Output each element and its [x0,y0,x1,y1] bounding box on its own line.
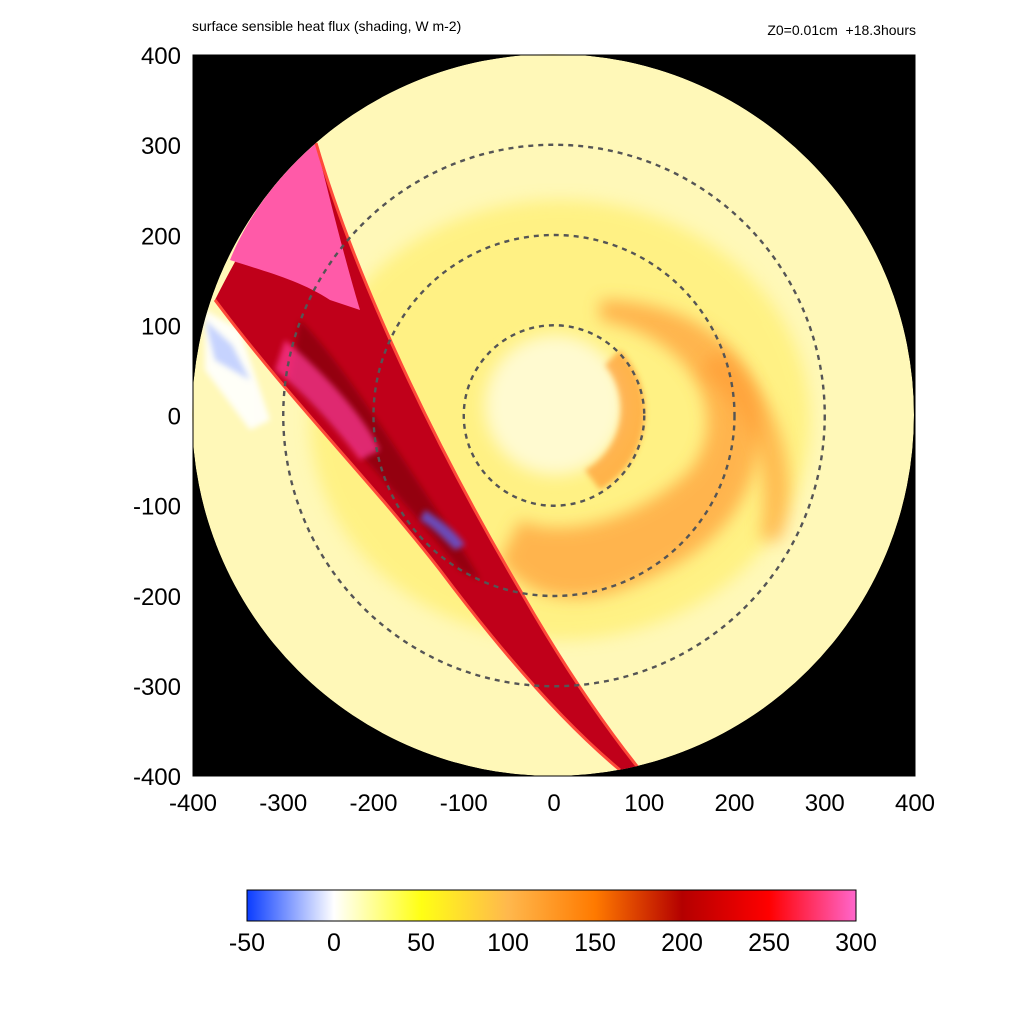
strip-edge-east [314,142,642,771]
colorbar-tick-label: 250 [748,929,790,957]
x-tick-label: 300 [805,790,845,817]
y-tick-label: -400 [133,764,181,791]
west-edge-blue-tint [205,320,250,380]
diagonal-flux-strip [215,143,640,770]
x-tick-label: -300 [259,790,307,817]
x-tick-label: -100 [440,790,488,817]
strip-red-core [290,320,480,580]
x-tick-label: -200 [349,790,397,817]
strip-edge-west [213,299,621,772]
colorbar-tick-label: 300 [835,929,877,957]
y-tick-label: 400 [141,43,181,70]
y-tick-label: -100 [133,494,181,521]
range-rings [282,143,826,688]
y-tick-label: -300 [133,674,181,701]
outer-band-east [700,350,790,540]
colorbar-tick-label: 100 [487,929,529,957]
plot-frame [192,54,916,777]
run-info-label: Z0=0.01cm +18.3hours [767,22,916,38]
x-tick-label: 0 [547,790,560,817]
range-ring-100 [462,324,646,507]
y-tick-label: -200 [133,584,181,611]
chart-title: surface sensible heat flux (shading, W m… [192,18,462,34]
eye-core [485,335,625,475]
x-tick-label: 200 [714,790,754,817]
range-ring-300 [282,143,826,688]
colorbar-tick-label: 150 [574,929,616,957]
strip-blue-spots [420,510,465,550]
x-tick-label: 400 [895,790,935,817]
colorbar-tick-label: 50 [407,929,435,957]
orange-spiral-band [500,300,761,599]
x-tick-label: 100 [624,790,664,817]
colorbar-tick-label: 0 [327,929,341,957]
strip-pink-north [230,143,360,310]
x-tick-label: -400 [169,790,217,817]
colorbar-tick-label: 200 [661,929,703,957]
y-axis: 400 300 200 100 0 -100 -200 -300 -400 [133,43,181,791]
y-tick-label: 100 [141,313,181,340]
inner-core-ring [585,350,645,490]
y-tick-label: 0 [168,404,181,431]
y-tick-label: 200 [141,223,181,250]
colorbar-ticks: -50 0 50 100 150 200 250 300 [229,929,877,957]
range-ring-200 [372,233,736,598]
heat-flux-field [192,54,914,776]
colorbar [246,889,857,922]
x-axis: -400 -300 -200 -100 0 100 200 300 400 [169,790,935,817]
strip-pink-middle [275,340,380,460]
colorbar-tick-label: -50 [229,929,265,957]
y-tick-label: 300 [141,133,181,160]
